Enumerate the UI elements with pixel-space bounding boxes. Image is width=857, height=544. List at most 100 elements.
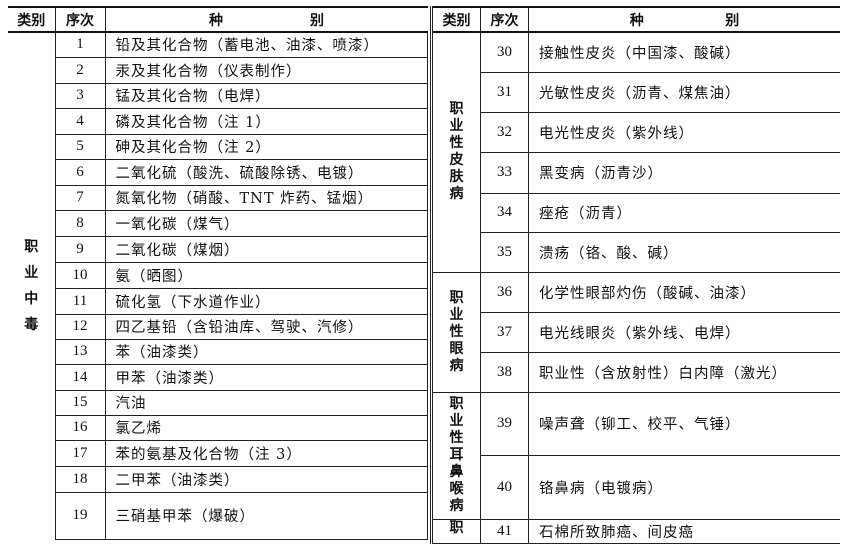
- category-cell: 职业性耳鼻喉病: [431, 391, 481, 520]
- table-row: 14 甲苯（油漆类）: [8, 363, 428, 391]
- header-kind: 种别: [104, 6, 428, 33]
- header-category: 类别: [8, 6, 56, 33]
- category-cell: 职业性眼病: [431, 271, 481, 393]
- row-number: 40: [480, 454, 529, 520]
- row-name: 石棉所致肺癌、间皮癌: [528, 518, 840, 544]
- row-number: 32: [480, 111, 529, 153]
- table-row: 3 锰及其化合物（电焊）: [8, 82, 428, 109]
- header-row: 类别 序次 种别: [431, 6, 840, 33]
- row-number: 18: [54, 465, 106, 493]
- row-name: 接触性皮炎（中国漆、酸碱）: [528, 31, 840, 73]
- row-number: 14: [54, 363, 106, 391]
- row-number: 33: [480, 151, 529, 194]
- row-number: 36: [480, 271, 529, 313]
- row-name: 职业性（含放射性）白内障（激光）: [528, 351, 840, 393]
- category-cell: 职: [431, 518, 481, 544]
- category-label: 职业中毒: [24, 239, 39, 333]
- row-name: 二甲苯（油漆类）: [104, 465, 428, 493]
- table-row: 11 硫化氢（下水道作业）: [8, 287, 428, 315]
- category-label: 职业性皮肤病: [449, 101, 464, 203]
- row-name: 铅及其化合物（蓄电池、油漆、喷漆）: [104, 31, 428, 58]
- row-number: 16: [54, 414, 106, 441]
- header-number: 序次: [54, 6, 106, 33]
- row-number: 11: [54, 287, 106, 315]
- row-number: 7: [54, 184, 106, 211]
- category-label: 职业性眼病: [449, 289, 464, 374]
- table-row: 35 溃疡（铬、酸、碱）: [432, 231, 840, 273]
- row-number: 31: [480, 71, 529, 113]
- row-name: 氮氧化物（硝酸、TNT 炸药、锰烟）: [104, 184, 428, 211]
- header-kind-char-2: 别: [310, 12, 324, 29]
- occupational-disease-table-left: 类别 序次 种别 职业中毒 1 铅及其化合物（蓄电池、油漆、喷漆） 2 汞及其化合物（仪…: [8, 6, 428, 540]
- row-name: 黑变病（沥青沙）: [528, 151, 840, 194]
- row-number: 37: [480, 311, 529, 353]
- category-label: 职: [449, 519, 464, 536]
- row-name: 二氧化碳（煤烟）: [104, 235, 428, 263]
- table-row: 32 电光性皮炎（紫外线）: [432, 111, 840, 153]
- header-kind-char-1: 种: [209, 12, 223, 29]
- table-row: 33 黑变病（沥青沙）: [432, 151, 840, 194]
- row-number: 39: [480, 391, 529, 456]
- row-name: 光敏性皮炎（沥青、煤焦油）: [528, 71, 840, 113]
- header-kind: 种别: [528, 6, 840, 33]
- header-row: 类别 序次 种别: [8, 6, 428, 33]
- row-name: 溃疡（铬、酸、碱）: [528, 231, 840, 273]
- row-number: 1: [54, 31, 106, 58]
- row-name: 二氧化硫（酸洗、硫酸除锈、电镀）: [104, 158, 428, 186]
- row-name: 硫化氢（下水道作业）: [104, 287, 428, 315]
- row-name: 氨（晒图）: [104, 261, 428, 289]
- row-number: 4: [54, 107, 106, 135]
- table-row: 38 职业性（含放射性）白内障（激光）: [432, 351, 840, 393]
- category-cell: 职业性皮肤病: [431, 31, 481, 273]
- table-row: 6 二氧化硫（酸洗、硫酸除锈、电镀）: [8, 158, 428, 186]
- table-row: 职 41 石棉所致肺癌、间皮癌: [431, 518, 840, 544]
- row-name: 氯乙烯: [104, 414, 428, 441]
- row-name: 砷及其化合物（注 2）: [104, 133, 428, 160]
- row-name: 噪声聋（铆工、校平、气锤）: [528, 391, 840, 456]
- table-row: 4 磷及其化合物（注 1）: [8, 107, 428, 135]
- row-name: 锰及其化合物（电焊）: [104, 82, 428, 109]
- row-number: 5: [54, 133, 106, 160]
- table-row: 7 氮氧化物（硝酸、TNT 炸药、锰烟）: [8, 184, 428, 211]
- row-number: 15: [54, 389, 106, 416]
- row-number: 30: [480, 31, 529, 73]
- row-name: 甲苯（油漆类）: [104, 363, 428, 391]
- row-number: 17: [54, 439, 106, 467]
- header-kind-char-2: 别: [725, 12, 740, 29]
- table-row: 9 二氧化碳（煤烟）: [8, 235, 428, 263]
- table-row: 15 汽油: [8, 389, 428, 416]
- table-row: 31 光敏性皮炎（沥青、煤焦油）: [432, 71, 840, 113]
- occupational-disease-table-right: 类别 序次 种别 职业性皮肤病 30 接触性皮炎（中国漆、酸碱） 31 光敏性皮炎（沥青…: [430, 6, 840, 544]
- header-kind-char-1: 种: [629, 12, 644, 29]
- table-row: 2 汞及其化合物（仪表制作）: [8, 56, 428, 84]
- row-number: 35: [480, 231, 529, 273]
- row-name: 三硝基甲苯（爆破）: [104, 491, 428, 540]
- row-name: 汽油: [104, 389, 428, 416]
- row-name: 四乙基铅（含铅油库、驾驶、汽修）: [104, 313, 428, 340]
- table-row: 40 铬鼻病（电镀病）: [432, 454, 840, 520]
- row-name: 苯的氨基及化合物（注 3）: [104, 439, 428, 467]
- row-number: 3: [54, 82, 106, 109]
- row-number: 19: [54, 491, 106, 540]
- row-name: 痤疮（沥青）: [528, 192, 840, 233]
- row-number: 34: [480, 192, 529, 233]
- row-number: 8: [54, 209, 106, 237]
- row-name: 电光线眼炎（紫外线、电焊）: [528, 311, 840, 353]
- row-number: 38: [480, 351, 529, 393]
- table-row: 18 二甲苯（油漆类）: [8, 465, 428, 493]
- table-row: 10 氨（晒图）: [8, 261, 428, 289]
- category-cell: 职业中毒: [8, 31, 56, 539]
- table-row: 13 苯（油漆类）: [8, 338, 428, 365]
- row-number: 12: [54, 313, 106, 340]
- table-row: 19 三硝基甲苯（爆破）: [8, 491, 428, 540]
- table-row: 职业性眼病 36 化学性眼部灼伤（酸碱、油漆）: [431, 271, 840, 393]
- table-row: 12 四乙基铅（含铅油库、驾驶、汽修）: [8, 313, 428, 340]
- table-row: 职业性耳鼻喉病 39 噪声聋（铆工、校平、气锤）: [431, 391, 840, 520]
- row-number: 41: [480, 518, 529, 544]
- category-label: 职业性耳鼻喉病: [449, 396, 464, 514]
- row-name: 化学性眼部灼伤（酸碱、油漆）: [528, 271, 840, 313]
- row-number: 2: [54, 56, 106, 84]
- row-name: 一氧化碳（煤气）: [104, 209, 428, 237]
- row-name: 磷及其化合物（注 1）: [104, 107, 428, 135]
- row-number: 10: [54, 261, 106, 289]
